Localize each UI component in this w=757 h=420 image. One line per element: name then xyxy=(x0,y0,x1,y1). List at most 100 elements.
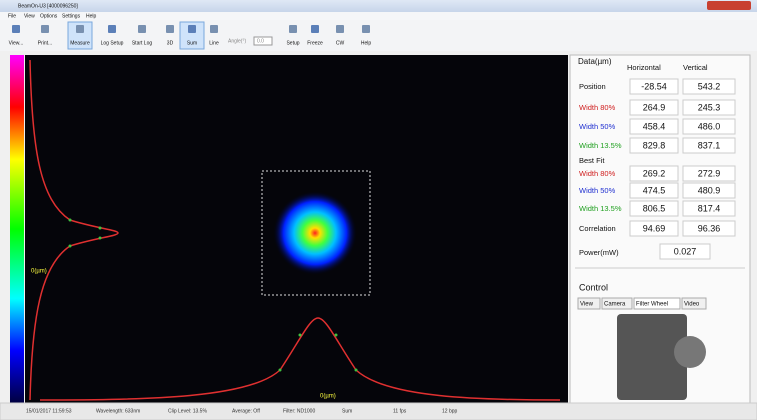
value-box xyxy=(682,200,736,217)
value-box xyxy=(629,137,679,154)
value-box xyxy=(629,200,679,217)
filter-wheel-gear xyxy=(674,336,706,368)
value-vertical: 245.3 xyxy=(698,102,721,112)
column-header: Horizontal xyxy=(627,63,661,72)
value-box xyxy=(682,99,736,116)
toolbar-button[interactable]: Line xyxy=(209,40,219,46)
toolbar-icon[interactable] xyxy=(210,25,218,33)
power-value: 0.027 xyxy=(674,246,697,256)
toolbar-icon[interactable] xyxy=(108,25,116,33)
value-horizontal: -28.54 xyxy=(641,81,667,91)
tab[interactable] xyxy=(601,297,633,310)
vertical-profile xyxy=(29,59,119,401)
toolbar-icon[interactable] xyxy=(362,25,370,33)
status-item: 12 bpp xyxy=(442,408,458,414)
status-item: Average: Off xyxy=(232,408,260,414)
toolbar-button[interactable]: Freeze xyxy=(307,40,323,46)
row-label: Width 13.5% xyxy=(579,141,622,150)
tab[interactable] xyxy=(633,297,681,310)
window-title: BeamOn-U3 [4000096250] xyxy=(18,3,78,9)
toolbar-icon[interactable] xyxy=(336,25,344,33)
toolbar-button[interactable]: Log Setup xyxy=(101,40,124,46)
toolbar-button[interactable]: Setup xyxy=(286,40,299,46)
menu-bar xyxy=(0,12,757,20)
value-horizontal: 94.69 xyxy=(643,223,666,233)
tab[interactable] xyxy=(577,297,601,310)
tab-label[interactable]: Filter Wheel xyxy=(636,302,668,308)
toolbar-button[interactable]: Sum xyxy=(187,40,197,46)
toolbar-active xyxy=(67,21,93,50)
menu-item[interactable]: File xyxy=(8,13,16,19)
clip-box xyxy=(261,170,371,296)
value-box xyxy=(629,118,679,135)
tab-label[interactable]: View xyxy=(580,302,594,308)
row-label: Width 80% xyxy=(579,169,616,178)
row-label: Width 80% xyxy=(579,103,616,112)
value-box xyxy=(629,220,679,237)
title-bar xyxy=(0,0,757,12)
toolbar-icon[interactable] xyxy=(289,25,297,33)
window-controls[interactable] xyxy=(707,1,751,10)
toolbar-button[interactable]: Help xyxy=(361,40,372,46)
toolbar-icon[interactable] xyxy=(188,25,196,33)
column-header: Vertical xyxy=(683,63,708,72)
status-item: Clip Level: 13.5% xyxy=(168,408,207,414)
toolbar-icon[interactable] xyxy=(12,25,20,33)
row-label: Position xyxy=(579,82,606,91)
value-horizontal: 264.9 xyxy=(643,102,666,112)
value-box xyxy=(629,165,679,182)
toolbar-button[interactable]: View... xyxy=(9,40,24,46)
angle-label: Angle(°) xyxy=(228,38,246,44)
angle-value: 0.0 xyxy=(257,38,264,44)
menu-item[interactable]: View xyxy=(24,13,35,19)
toolbar-icon[interactable] xyxy=(76,25,84,33)
tab[interactable] xyxy=(681,297,707,310)
row-label: Width 50% xyxy=(579,186,616,195)
status-item: Filter: ND1000 xyxy=(283,408,315,414)
value-box xyxy=(629,78,679,95)
profile-fit-points xyxy=(68,218,358,372)
status-item: 15/01/2017 11:59:53 xyxy=(26,408,72,414)
status-item: 11 fps xyxy=(393,408,407,414)
toolbar-icon[interactable] xyxy=(311,25,319,33)
control-title: Control xyxy=(579,282,608,292)
value-horizontal: 829.8 xyxy=(643,140,666,150)
toolbar-icon[interactable] xyxy=(166,25,174,33)
section-label: Best Fit xyxy=(579,156,605,165)
value-box xyxy=(682,78,736,95)
toolbar-button[interactable]: CW xyxy=(336,40,345,46)
menu-item[interactable]: Help xyxy=(86,13,97,19)
color-scale xyxy=(10,55,24,403)
value-vertical: 486.0 xyxy=(698,121,721,131)
toolbar-icon[interactable] xyxy=(41,25,49,33)
value-box xyxy=(682,118,736,135)
value-vertical: 837.1 xyxy=(698,140,721,150)
filter-wheel-image[interactable] xyxy=(617,314,687,400)
value-box xyxy=(629,99,679,116)
beam-spot xyxy=(273,191,357,275)
toolbar-button[interactable]: Measure xyxy=(70,40,90,46)
value-box xyxy=(682,165,736,182)
tab-label[interactable]: Camera xyxy=(604,302,626,308)
status-item: Wavelength: 633nm xyxy=(96,408,140,414)
tab-label[interactable]: Video xyxy=(684,302,700,308)
v-axis-label: 0(µm) xyxy=(31,269,47,275)
angle-input[interactable] xyxy=(253,36,273,46)
toolbar-icon[interactable] xyxy=(138,25,146,33)
menu-item[interactable]: Settings xyxy=(62,13,81,19)
value-vertical: 543.2 xyxy=(698,81,721,91)
value-horizontal: 458.4 xyxy=(643,121,666,131)
toolbar-button[interactable]: Print... xyxy=(38,40,52,46)
menu-item[interactable]: Options xyxy=(40,13,58,19)
toolbar-button[interactable]: 3D xyxy=(167,40,174,46)
toolbar-button[interactable]: Start Log xyxy=(132,40,153,46)
value-vertical: 817.4 xyxy=(698,203,721,213)
h-axis-label: 0(µm) xyxy=(320,394,336,400)
value-box xyxy=(682,220,736,237)
value-vertical: 272.9 xyxy=(698,168,721,178)
row-label: Width 50% xyxy=(579,122,616,131)
value-vertical: 96.36 xyxy=(698,223,721,233)
value-horizontal: 474.5 xyxy=(643,185,666,195)
value-box xyxy=(682,137,736,154)
